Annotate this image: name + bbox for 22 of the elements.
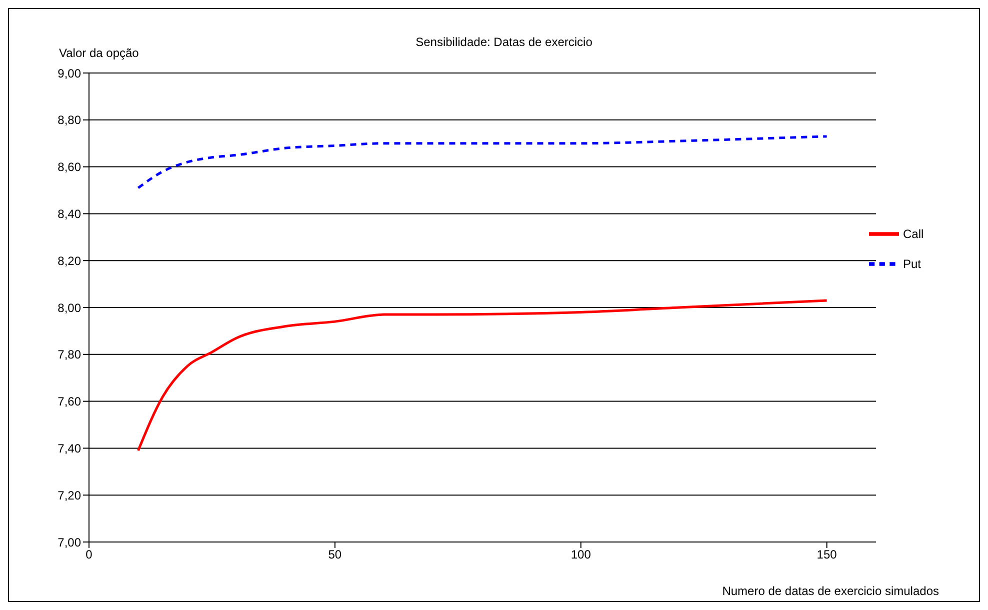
y-tick-label: 7,00 <box>58 535 82 550</box>
y-tick-label: 7,80 <box>58 348 82 362</box>
y-tick-label: 7,20 <box>58 488 82 502</box>
y-tick-label: 8,00 <box>58 300 82 315</box>
x-tick-label: 150 <box>816 548 838 562</box>
line-series <box>136 299 828 452</box>
y-tick-label: 8,60 <box>58 160 82 174</box>
y-tick-label: 9,00 <box>58 66 82 80</box>
x-tick-label: 0 <box>86 548 93 562</box>
x-tick-label: 50 <box>328 548 342 562</box>
legend-label: Call <box>903 227 924 242</box>
chart-title: Sensibilidade: Datas de exercicio <box>416 35 592 49</box>
y-axis-title: Valor da opção <box>59 46 139 60</box>
x-tick-label: 100 <box>570 548 592 562</box>
y-tick-label: 8,20 <box>58 254 82 268</box>
x-axis-title: Numero de datas de exercicio simulados <box>722 584 939 598</box>
y-tick-label: 8,40 <box>58 206 82 221</box>
y-tick-label: 8,80 <box>58 113 82 128</box>
line-series <box>136 135 828 190</box>
y-tick-label: 7,60 <box>58 394 82 409</box>
y-tick-label: 7,40 <box>58 441 82 456</box>
legend-label: Put <box>903 257 922 272</box>
